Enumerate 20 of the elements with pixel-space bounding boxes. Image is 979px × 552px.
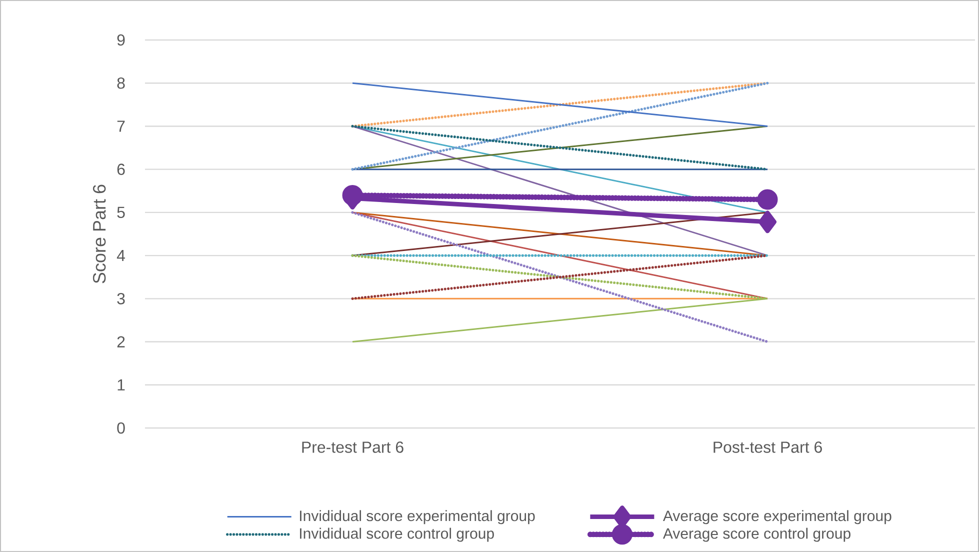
y-axis-title: Score Part 6 — [92, 184, 106, 284]
x-tick-label: Post-test Part 6 — [714, 442, 822, 453]
legend-label: Average score control group — [662, 528, 850, 542]
y-tick-label: 8 — [117, 77, 125, 89]
y-tick-label: 5 — [117, 206, 125, 218]
legend-label: Invididual score control group — [300, 528, 494, 542]
y-tick-label: 9 — [117, 34, 125, 46]
y-tick-label: 2 — [117, 336, 125, 348]
legend-label: Average score experimental group — [662, 510, 892, 524]
y-tick-label: 1 — [118, 379, 125, 390]
y-tick-label: 0 — [117, 422, 125, 434]
y-tick-label: 7 — [117, 120, 125, 132]
x-tick-label: Pre-test Part 6 — [302, 442, 404, 453]
legend-label: Invididual score experimental group — [300, 510, 535, 524]
point — [342, 184, 363, 206]
y-tick-label: 3 — [117, 293, 125, 304]
point — [757, 189, 778, 210]
y-tick-label: 4 — [116, 250, 125, 262]
y-tick-label: 6 — [117, 164, 125, 175]
point — [758, 210, 777, 234]
